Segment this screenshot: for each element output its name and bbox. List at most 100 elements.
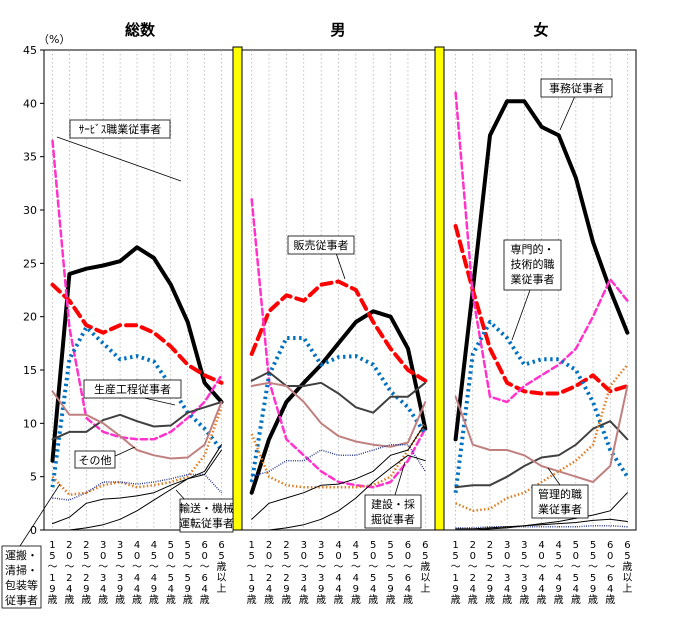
series-line — [51, 390, 223, 460]
x-tick-label: 4 0 ～ 4 4 歳 — [537, 540, 547, 606]
panel-2-series-group — [453, 91, 630, 531]
callout-leader — [335, 252, 346, 280]
panel-title: 総数 — [125, 21, 156, 39]
callout-box — [540, 78, 613, 98]
callout-box — [1, 545, 42, 609]
x-tick-label: 5 0 ～ 5 4 歳 — [368, 540, 378, 606]
panel-separator — [434, 46, 445, 531]
x-tick-label: 1 5 ～ 1 9 歳 — [247, 540, 257, 606]
y-tick-label: 5 — [30, 471, 37, 484]
callout-box — [83, 379, 182, 399]
x-tick-label: 2 0 ～ 2 4 歳 — [468, 540, 478, 606]
series-line — [453, 320, 630, 493]
series-line — [250, 198, 427, 489]
series-line — [455, 524, 628, 529]
y-tick-label: 10 — [23, 417, 37, 430]
callout-box — [503, 239, 562, 291]
x-tick-label: 4 5 ～ 4 9 歳 — [554, 540, 564, 606]
y-tick-label: 45 — [23, 44, 37, 57]
panel-0-series-group — [50, 139, 224, 531]
callout-3: 輸送・機械運転従事者 — [175, 489, 234, 533]
x-tick-label: 4 0 ～ 4 4 歳 — [334, 540, 344, 606]
x-tick-label: 2 5 ～ 2 9 歳 — [281, 540, 291, 606]
x-tick-label: 3 0 ～ 3 4 歳 — [299, 540, 309, 606]
x-tick-label: 3 5 ～ 3 9 歳 — [519, 540, 529, 606]
series-line — [51, 406, 223, 497]
x-tick-label: 3 0 ～ 3 4 歳 — [98, 540, 108, 606]
series-line — [453, 224, 630, 396]
callout-label: 事務従事者 — [549, 81, 604, 95]
x-tick-label: 2 5 ～ 2 9 歳 — [485, 540, 495, 606]
callout-box — [364, 494, 422, 529]
callout-box — [74, 450, 116, 469]
callout-leader — [56, 136, 182, 182]
x-tick-label: 6 0 ～ 6 4 歳 — [200, 540, 210, 606]
panel-separator — [232, 46, 243, 531]
series-line — [251, 422, 426, 520]
x-tick-label: 3 0 ～ 3 4 歳 — [502, 540, 512, 606]
x-tick-label: 3 5 ～ 3 9 歳 — [316, 540, 326, 606]
callout-label: 運搬・清掃・包装等従事者 — [5, 548, 38, 607]
callout-leader — [559, 95, 576, 131]
x-tick-label: 1 5 ～ 1 9 歳 — [451, 540, 461, 606]
callout-label: ｻｰﾋﾞｽ職業従事者 — [79, 123, 162, 136]
callout-box — [69, 119, 171, 139]
series-line — [453, 99, 630, 442]
callout-leader — [547, 467, 561, 486]
series-line — [249, 336, 427, 483]
x-tick-label: 6 5 歳以上 — [622, 540, 632, 595]
y-tick-label: 35 — [23, 151, 37, 164]
callout-leader — [19, 483, 61, 547]
y-unit-label: （%） — [38, 33, 70, 46]
callout-label: 管理的職業従事者 — [538, 487, 582, 516]
callout-label: 生産工程従事者 — [94, 382, 171, 396]
series-line — [52, 444, 222, 531]
series-line — [250, 371, 427, 414]
x-tick-label: 4 5 ～ 4 9 歳 — [351, 540, 361, 606]
callout-box — [531, 484, 589, 519]
series-line — [51, 139, 223, 441]
series-line — [455, 363, 629, 513]
x-tick-label: 5 0 ～ 5 4 歳 — [166, 540, 176, 606]
x-tick-label: 6 5 歳以上 — [217, 540, 227, 595]
callout-9: 管理的職業従事者 — [531, 467, 589, 519]
series-line — [454, 91, 629, 404]
plot-frame — [43, 49, 637, 531]
series-line — [51, 401, 223, 441]
x-tick-label: 3 5 ～ 3 9 歳 — [115, 540, 125, 606]
callout-box — [287, 235, 355, 255]
series-line — [52, 473, 223, 501]
x-tick-label: 4 5 ～ 4 9 歳 — [149, 540, 159, 606]
callout-label: 販売従事者 — [294, 239, 349, 252]
callout-6: 建設・採掘従事者 — [364, 461, 422, 529]
series-line — [50, 325, 224, 488]
x-tick-label: 2 0 ～ 2 4 歳 — [64, 540, 74, 606]
callout-2: その他 — [74, 446, 136, 469]
series-line — [454, 420, 629, 489]
series-line — [251, 443, 426, 478]
panel-title: 女 — [533, 21, 548, 39]
callout-label: その他 — [79, 454, 112, 467]
callout-box — [179, 498, 234, 533]
series-line — [454, 385, 629, 483]
series-line — [50, 282, 224, 385]
series-line — [249, 279, 428, 383]
x-tick-label: 6 5 歳以上 — [420, 540, 430, 595]
callout-leader — [394, 461, 406, 496]
callout-5: 販売従事者 — [287, 235, 355, 280]
x-tick-label: 5 0 ～ 5 4 歳 — [571, 540, 581, 606]
series-line — [455, 492, 628, 531]
series-line — [455, 518, 628, 530]
panel-title: 男 — [330, 21, 345, 39]
x-tick-label: 6 0 ～ 6 4 歳 — [403, 540, 413, 606]
y-tick-label: 40 — [23, 97, 37, 110]
x-tick-label: 1 5 ～ 1 9 歳 — [47, 540, 57, 606]
y-tick-label: 25 — [23, 257, 37, 270]
callout-label: 建設・採掘従事者 — [371, 497, 415, 526]
callout-leader — [114, 446, 136, 457]
x-tick-label: 6 0 ～ 6 4 歳 — [605, 540, 615, 606]
series-line — [249, 309, 428, 495]
callout-0: ｻｰﾋﾞｽ職業従事者 — [56, 119, 182, 182]
x-tick-label: 2 5 ～ 2 9 歳 — [81, 540, 91, 606]
x-tick-label: 5 5 ～ 5 9 歳 — [183, 540, 193, 606]
